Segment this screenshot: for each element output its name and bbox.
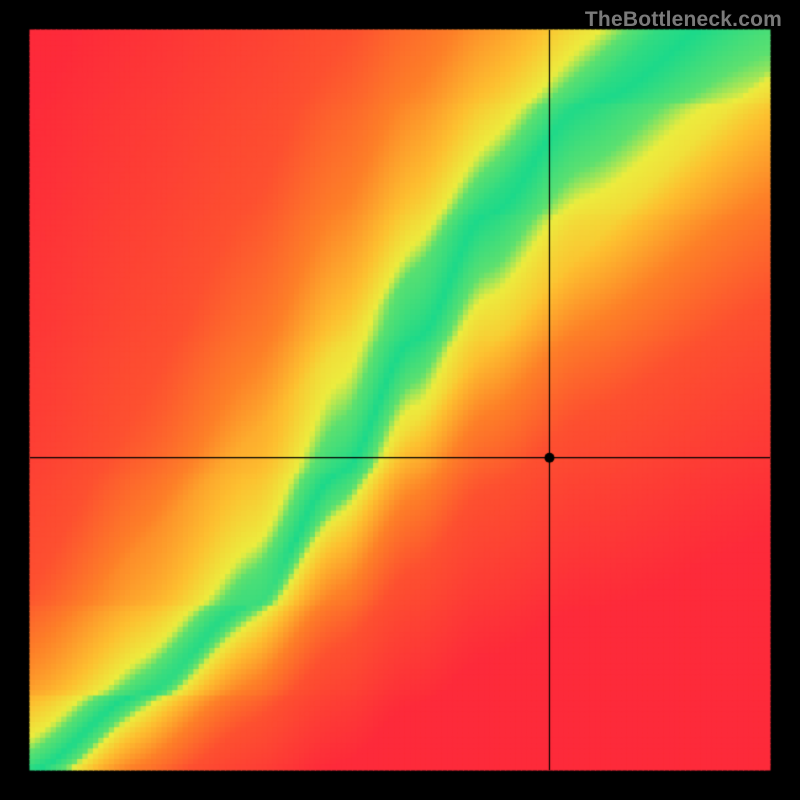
chart-container: TheBottleneck.com — [0, 0, 800, 800]
watermark-text: TheBottleneck.com — [585, 8, 782, 32]
bottleneck-heatmap — [0, 0, 800, 800]
